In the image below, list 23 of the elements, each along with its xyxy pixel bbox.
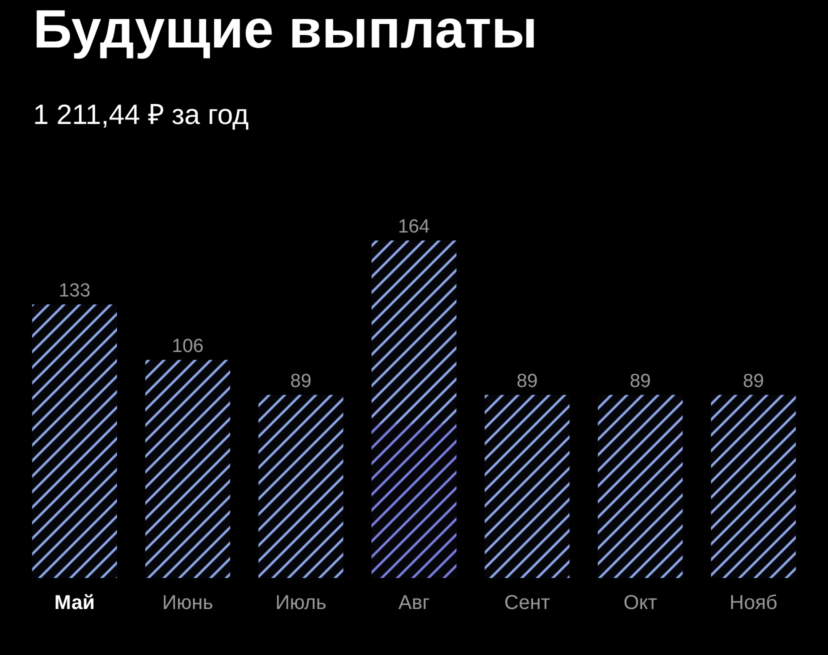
x-tick-label: Окт (623, 592, 658, 614)
x-tick-label: Май (54, 592, 95, 614)
chart-subtitle: 1 211,44 ₽ за год (33, 99, 249, 130)
x-tick-label: Июль (275, 592, 326, 614)
data-label: 164 (398, 216, 430, 238)
data-label: 89 (290, 370, 312, 392)
bar (258, 394, 344, 578)
data-label: 89 (742, 370, 764, 392)
x-tick-label: Июнь (162, 592, 214, 614)
x-tick-label: Сент (504, 592, 550, 614)
data-label: 89 (516, 370, 538, 392)
x-tick-label: Авг (398, 592, 430, 614)
data-label: 133 (58, 280, 90, 302)
bar (711, 394, 796, 578)
x-tick-label: Нояб (730, 592, 778, 614)
bar (32, 304, 117, 578)
bar (372, 424, 456, 578)
bar (484, 394, 570, 578)
data-label: 106 (172, 336, 204, 357)
bar (598, 394, 683, 578)
bar (145, 360, 230, 578)
data-label: 89 (630, 370, 651, 392)
chart-title: Будущие выплаты (33, 0, 538, 60)
